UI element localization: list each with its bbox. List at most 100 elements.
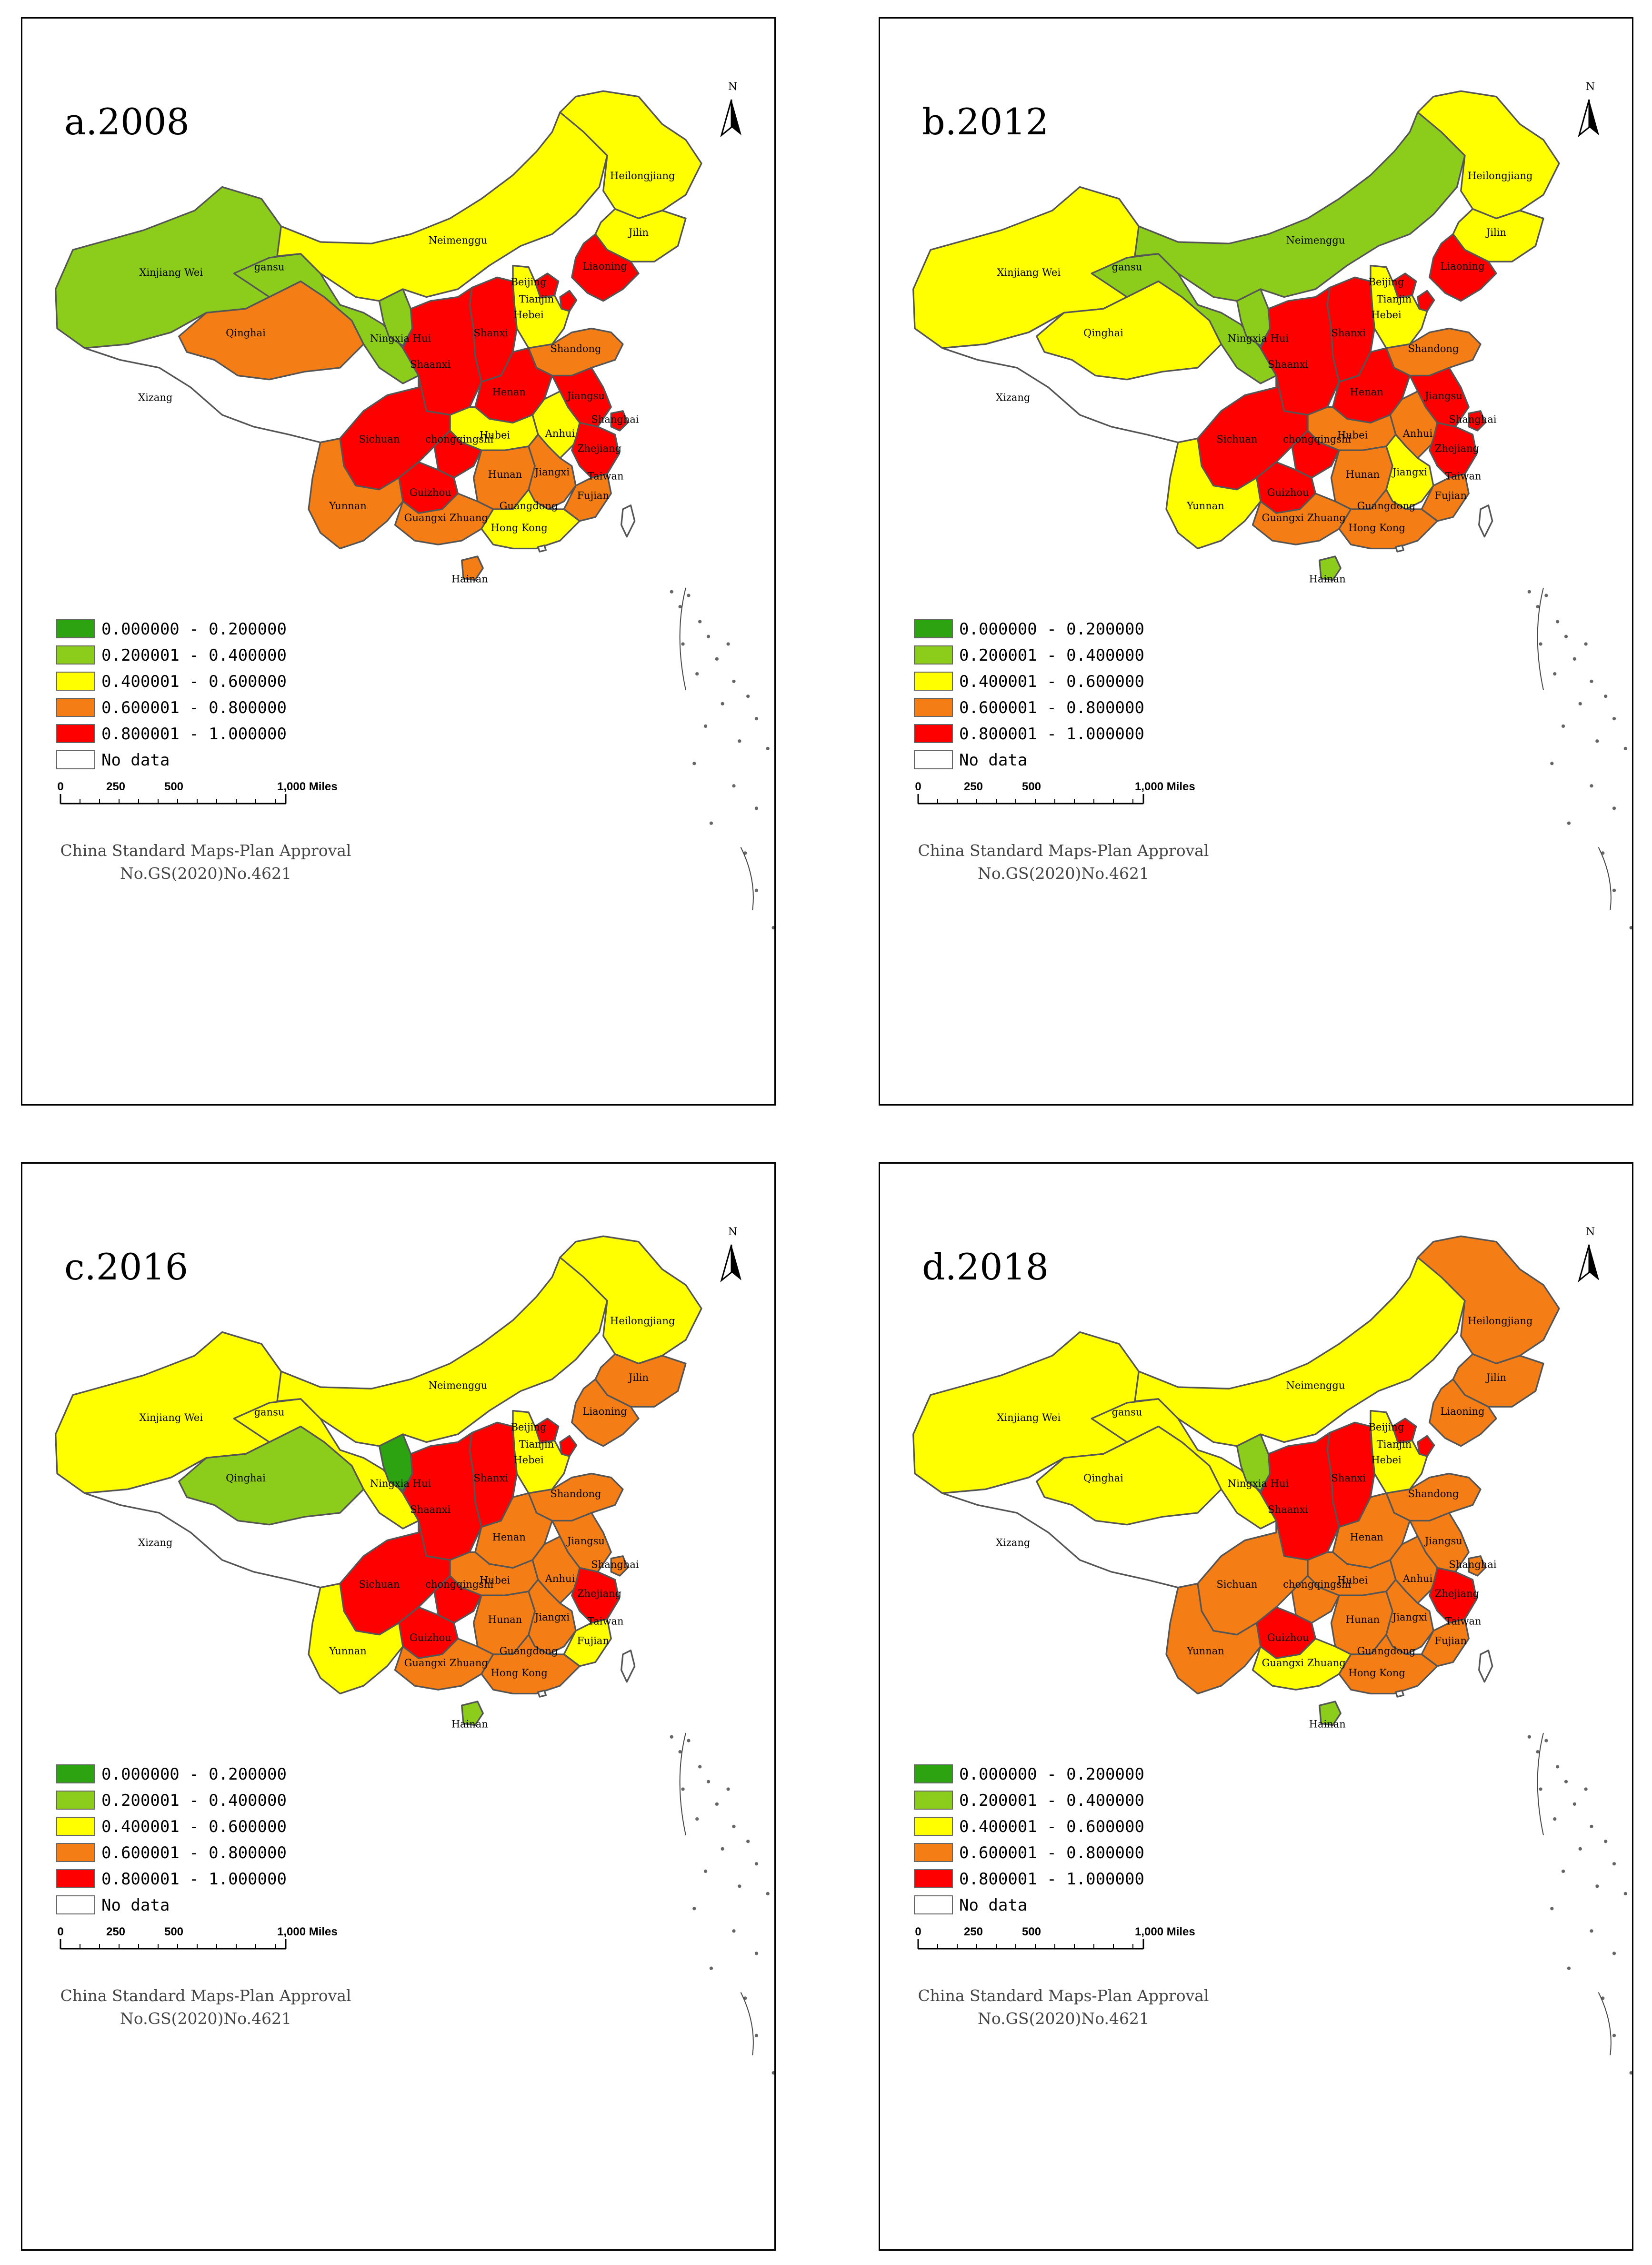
legend-label: 0.800001 - 1.000000 xyxy=(101,725,287,744)
legend-swatch xyxy=(56,645,95,664)
province-taiwan[interactable] xyxy=(1478,1650,1493,1683)
label-guangxi-zhuang: Guangxi Zhuang xyxy=(1262,1657,1346,1669)
province-shaanxi[interactable] xyxy=(402,1432,482,1561)
province-neimenggu[interactable] xyxy=(276,1252,608,1447)
province-chongqingshi[interactable] xyxy=(433,430,482,479)
province-neimenggu[interactable] xyxy=(276,107,608,302)
province-jilin[interactable] xyxy=(594,208,687,262)
province-hainan[interactable] xyxy=(1319,555,1342,581)
label-guangxi-zhuang: Guangxi Zhuang xyxy=(404,1657,488,1669)
province-hainan[interactable] xyxy=(461,555,484,581)
label-xizang: Xizang xyxy=(138,392,172,403)
label-beijing: Beijing xyxy=(1369,1421,1404,1433)
label-fujian: Fujian xyxy=(577,490,609,502)
label-zhejiang: Zhejiang xyxy=(1435,1588,1479,1600)
label-hunan: Hunan xyxy=(1346,469,1380,480)
label-beijing: Beijing xyxy=(511,276,547,288)
legend-swatch xyxy=(56,1817,95,1836)
province-shanghai[interactable] xyxy=(1468,410,1486,432)
label-jiangxi: Jiangxi xyxy=(534,1611,570,1623)
legend-swatch xyxy=(56,698,95,717)
province-guangdong[interactable] xyxy=(481,489,581,550)
province-shanghai[interactable] xyxy=(610,1555,629,1577)
label-qinghai: Qinghai xyxy=(226,327,266,339)
approval-line-1: China Standard Maps-Plan Approval xyxy=(918,1986,1209,2005)
province-hong-kong[interactable] xyxy=(1395,1690,1404,1698)
province-guangdong[interactable] xyxy=(1338,1634,1438,1695)
province-jilin[interactable] xyxy=(594,1353,687,1408)
label-shanghai: Shanghai xyxy=(591,414,639,425)
province-hong-kong[interactable] xyxy=(537,544,547,553)
province-shanghai[interactable] xyxy=(610,410,629,432)
province-chongqingshi[interactable] xyxy=(1291,1575,1340,1624)
label-sichuan: Sichuan xyxy=(1217,1579,1258,1590)
province-jiangxi[interactable] xyxy=(528,1579,577,1655)
label-taiwan: Taiwan xyxy=(1445,470,1482,482)
province-tianjin[interactable] xyxy=(559,290,578,312)
map-panel-2018: d.2018 N Xinjiang Wei Xizang Qinghai gansu Nei… xyxy=(879,1162,1633,2251)
province-jilin[interactable] xyxy=(1452,1353,1544,1408)
panel-title: a.2008 xyxy=(64,101,190,143)
province-shaanxi[interactable] xyxy=(402,287,482,416)
north-arrow-icon: N xyxy=(720,1226,741,1283)
legend-swatch xyxy=(56,672,95,691)
province-liaoning[interactable] xyxy=(1429,233,1497,302)
label-yunnan: Yunnan xyxy=(1186,1645,1224,1657)
province-guangdong[interactable] xyxy=(1338,489,1438,550)
province-jiangxi[interactable] xyxy=(528,433,577,510)
province-taiwan[interactable] xyxy=(621,504,636,538)
legend-label: 0.000000 - 0.200000 xyxy=(959,620,1144,639)
label-gansu: gansu xyxy=(254,1406,285,1418)
label-hunan: Hunan xyxy=(488,469,522,480)
province-liaoning[interactable] xyxy=(571,233,640,302)
label-hong-kong: Hong Kong xyxy=(1349,522,1405,534)
legend-label: 0.600001 - 0.800000 xyxy=(101,698,287,717)
legend-swatch xyxy=(914,1764,953,1783)
province-heilongjiang[interactable] xyxy=(1417,1235,1560,1365)
province-liaoning[interactable] xyxy=(1429,1378,1497,1447)
province-hainan[interactable] xyxy=(1319,1701,1342,1726)
province-hainan[interactable] xyxy=(461,1701,484,1726)
province-heilongjiang[interactable] xyxy=(559,90,702,220)
province-tianjin[interactable] xyxy=(1417,1435,1435,1457)
province-yunnan[interactable] xyxy=(308,1582,404,1695)
scale-label: 500 xyxy=(164,1925,183,1938)
province-labels: Xinjiang Wei Xizang Qinghai gansu Neimenggu H… xyxy=(996,170,1532,584)
province-neimenggu[interactable] xyxy=(1134,1252,1466,1447)
province-hong-kong[interactable] xyxy=(537,1690,547,1698)
label-jiangsu: Jiangsu xyxy=(1424,1535,1462,1547)
province-chongqingshi[interactable] xyxy=(433,1575,482,1624)
province-liaoning[interactable] xyxy=(571,1378,640,1447)
province-tianjin[interactable] xyxy=(1417,290,1435,312)
legend-swatch xyxy=(914,645,953,664)
approval-line-1: China Standard Maps-Plan Approval xyxy=(918,841,1209,860)
province-taiwan[interactable] xyxy=(1478,504,1493,538)
province-taiwan[interactable] xyxy=(621,1650,636,1683)
province-neimenggu[interactable] xyxy=(1134,107,1466,302)
province-jilin[interactable] xyxy=(1452,208,1544,262)
province-tianjin[interactable] xyxy=(559,1435,578,1457)
province-guangdong[interactable] xyxy=(481,1634,581,1695)
province-yunnan[interactable] xyxy=(1165,437,1262,550)
province-jiangxi[interactable] xyxy=(1385,433,1434,510)
label-shaanxi: Shaanxi xyxy=(1268,359,1308,370)
province-jiangxi[interactable] xyxy=(1385,1579,1434,1655)
legend: 0.000000 - 0.200000 0.200001 - 0.400000 0.… xyxy=(914,619,1144,770)
label-shanghai: Shanghai xyxy=(1449,1559,1496,1570)
province-heilongjiang[interactable] xyxy=(1417,90,1560,220)
province-hong-kong[interactable] xyxy=(1395,544,1404,553)
province-shaanxi[interactable] xyxy=(1260,1432,1340,1561)
province-yunnan[interactable] xyxy=(308,437,404,550)
province-heilongjiang[interactable] xyxy=(559,1235,702,1365)
label-hainan: Hainan xyxy=(1309,1718,1346,1730)
province-shanghai[interactable] xyxy=(1468,1555,1486,1577)
label-xizang: Xizang xyxy=(996,1537,1030,1548)
province-shaanxi[interactable] xyxy=(1260,287,1340,416)
province-chongqingshi[interactable] xyxy=(1291,430,1340,479)
label-heilongjiang: Heilongjiang xyxy=(610,170,675,181)
legend-label: 0.600001 - 0.800000 xyxy=(101,1843,287,1862)
label-guangdong: Guangdong xyxy=(1357,500,1416,512)
panel-title: d.2018 xyxy=(922,1246,1049,1288)
label-fujian: Fujian xyxy=(577,1635,609,1647)
province-yunnan[interactable] xyxy=(1165,1582,1262,1695)
